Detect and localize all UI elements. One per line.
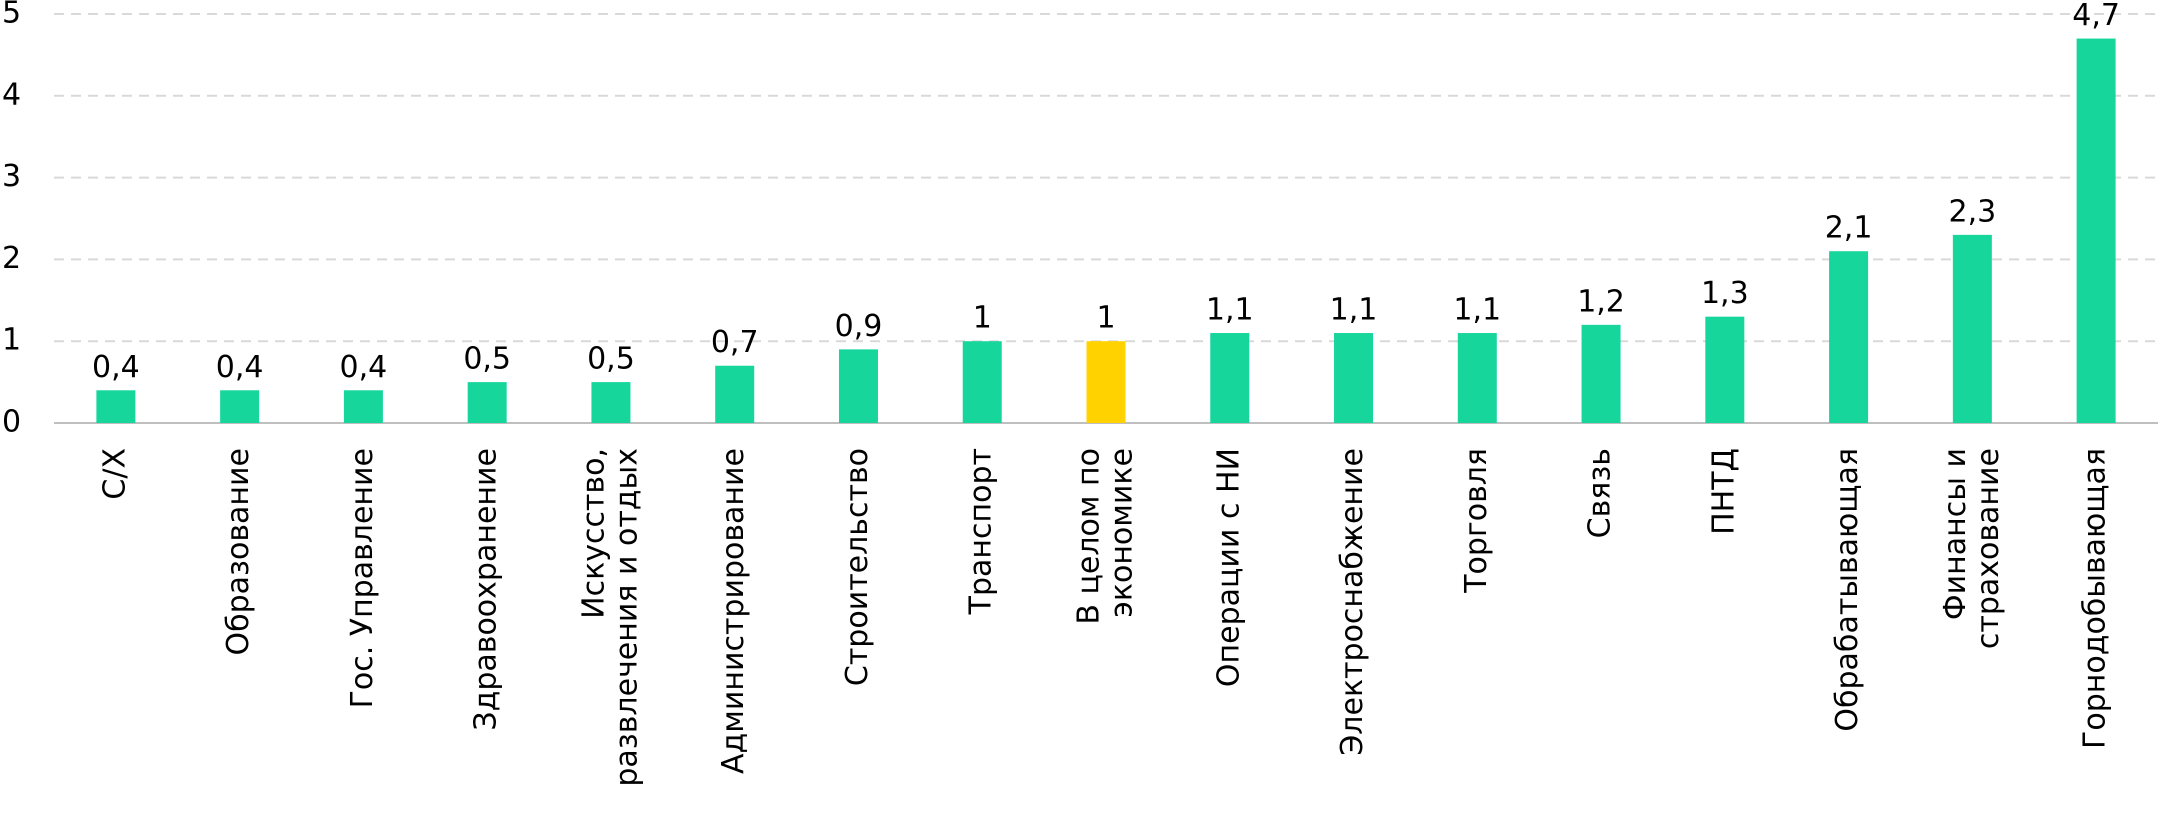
bar [1086,341,1126,423]
x-tick-label: Финансы истрахование [1937,448,2005,649]
value-label: 2,1 [1825,211,1873,246]
bar [96,390,136,423]
bar [1705,316,1745,423]
value-label: 0,7 [711,325,759,360]
value-label: 1,2 [1577,284,1625,319]
bar [715,365,755,423]
x-tick-label: Строительство [840,448,875,686]
bar [1952,234,1992,423]
x-tick-label: Администрирование [716,448,751,774]
x-tick-label: Искусство,развлечения и отдых [576,448,644,787]
y-tick-label: 2 [2,241,21,276]
value-label: 1 [973,301,992,336]
bar [2076,38,2116,423]
bar [467,382,507,423]
x-tick-label: Транспорт [964,448,999,615]
bar [838,349,878,423]
value-label: 1,3 [1701,276,1749,311]
x-tick-label: Электроснабжение [1335,448,1370,756]
y-tick-label: 5 [2,0,21,31]
value-label: 1,1 [1330,293,1378,328]
x-tick-label: Торговля [1459,448,1494,594]
x-tick-label: С/Х [97,448,132,500]
x-tick-label: Связь [1583,448,1618,538]
value-label: 0,9 [835,309,883,344]
value-label: 1 [1096,301,1115,336]
bar [220,390,260,423]
bar [1829,251,1869,423]
x-tick-label: Здравоохранение [469,448,504,731]
value-label: 4,7 [2072,0,2120,33]
bar [1210,333,1250,423]
x-tick-label: Горнодобывающая [2078,448,2113,749]
bar [1581,324,1621,423]
bar [343,390,383,423]
x-tick-label: ПНТД [1706,448,1741,535]
value-label: 0,5 [463,342,511,377]
bar [1334,333,1374,423]
x-tick-label: В целом поэкономике [1071,448,1139,625]
value-label: 0,4 [216,350,264,385]
bar [962,341,1002,423]
value-label: 0,4 [340,350,388,385]
x-tick-label: Обрабатывающая [1830,448,1865,732]
x-tick-label: Образование [221,448,256,655]
y-tick-label: 4 [2,77,21,112]
value-label: 1,1 [1453,293,1501,328]
bar [591,382,631,423]
y-tick-label: 0 [2,405,21,440]
value-label: 2,3 [1948,194,1996,229]
value-label: 1,1 [1206,293,1254,328]
value-label: 0,5 [587,342,635,377]
bar [1457,333,1497,423]
x-tick-label: Гос. Управление [345,448,380,708]
y-tick-label: 1 [2,323,21,358]
x-tick-label: Операции с НИ [1211,448,1246,687]
value-label: 0,4 [92,350,140,385]
y-tick-label: 3 [2,159,21,194]
